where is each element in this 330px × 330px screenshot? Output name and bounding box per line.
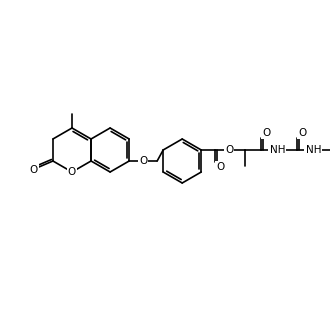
Text: O: O <box>216 162 224 172</box>
Text: O: O <box>139 156 147 166</box>
Text: O: O <box>68 167 76 177</box>
Text: O: O <box>262 128 270 138</box>
Text: O: O <box>30 165 38 175</box>
Text: NH: NH <box>306 145 321 155</box>
Text: NH: NH <box>270 145 285 155</box>
Text: O: O <box>298 128 306 138</box>
Text: O: O <box>225 145 233 155</box>
